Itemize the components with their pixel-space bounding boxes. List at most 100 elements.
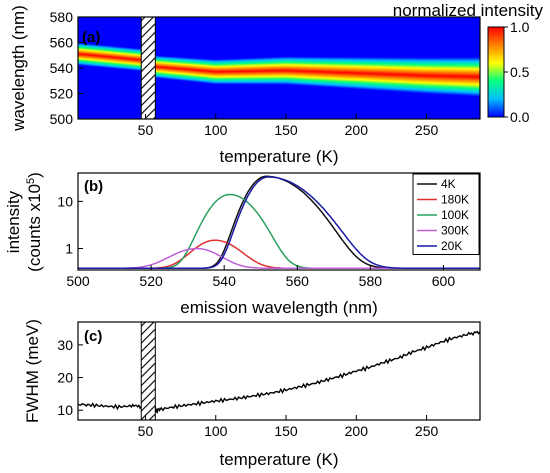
heatmap-column (361, 57, 366, 90)
heatmap-column (353, 57, 357, 90)
fwhm-x-tick-label: 50 (138, 423, 154, 439)
spectra-x-tick-label: 580 (359, 273, 383, 289)
legend-label-100K: 100K (441, 208, 469, 222)
heatmap-column (314, 56, 318, 87)
heatmap-column (125, 47, 130, 70)
heatmap-column (198, 58, 203, 83)
heatmap-panel: 50 100 150 200 250 500 520 540 560 580 (a) tempe… (9, 1, 543, 166)
heatmap-column (255, 57, 259, 85)
heatmap-column (373, 57, 377, 91)
fwhm-x-tick-label: 100 (204, 423, 228, 439)
heatmap-column (280, 56, 284, 85)
heatmap-column (173, 56, 177, 81)
heatmap-column (249, 57, 253, 85)
heatmap-column (375, 57, 380, 91)
heatmap-column (474, 57, 478, 97)
heatmap-column (184, 57, 189, 82)
heatmap-column (80, 43, 85, 66)
heatmap-column (454, 57, 459, 96)
heatmap-column (398, 57, 402, 92)
heatmap-column (162, 56, 166, 79)
heatmap-column (108, 45, 113, 69)
heatmap-x-tick-label: 50 (138, 122, 154, 138)
fwhm-frame (77, 321, 481, 421)
heatmap-column (182, 57, 186, 81)
heatmap-column (271, 57, 276, 85)
heatmap-column (246, 58, 251, 85)
spectra-x-tick-label: 560 (286, 273, 310, 289)
heatmap-column (122, 47, 127, 70)
heatmap-column (167, 56, 172, 80)
heatmap-column (137, 48, 141, 71)
heatmap-column (443, 57, 447, 95)
heatmap-column (190, 57, 194, 82)
excluded-temperature-hatch (140, 16, 156, 120)
heatmap-column (235, 58, 239, 85)
heatmap-column (215, 59, 220, 85)
heatmap-column (440, 57, 445, 95)
heatmap-column (89, 43, 93, 67)
heatmap-column (302, 56, 307, 86)
panel-c-label: (c) (84, 328, 102, 345)
heatmap-y-tick-label: 520 (50, 86, 74, 102)
heatmap-column (131, 47, 135, 71)
heatmap-column (274, 56, 279, 85)
heatmap-column (311, 56, 315, 87)
heatmap-column (319, 56, 324, 87)
heatmap-column (449, 57, 453, 96)
heatmap-column (210, 59, 214, 84)
spectra-x-axis-label: emission wavelength (nm) (180, 298, 377, 317)
heatmap-column (420, 57, 425, 94)
colorbar-tick-label: 0.5 (510, 64, 530, 80)
heatmap-column (477, 57, 480, 97)
heatmap-column (294, 56, 298, 86)
spectra-x-tick-label: 500 (66, 273, 90, 289)
heatmap-column (170, 56, 175, 80)
heatmap-column (159, 55, 163, 79)
heatmap-column (336, 56, 341, 88)
heatmap-column (387, 57, 391, 92)
spectra-x-tick-label: 520 (139, 273, 163, 289)
heatmap-column (212, 59, 217, 85)
heatmap-column (165, 56, 169, 80)
heatmap-column (196, 58, 200, 83)
fwhm-y-ticks: 10 20 30 (57, 337, 83, 418)
heatmap-column (232, 58, 237, 85)
heatmap-column (111, 46, 116, 69)
heatmap-column (204, 58, 208, 84)
heatmap-y-ticks: 500 520 540 560 580 (50, 9, 83, 127)
spectra-y-tick-label: 1 (65, 241, 73, 257)
heatmap-column (342, 56, 346, 89)
heatmap-y-tick-label: 580 (50, 9, 74, 25)
heatmap-column (238, 58, 242, 85)
heatmap-column (283, 56, 287, 85)
heatmap-column (176, 56, 180, 81)
heatmap-column (406, 57, 411, 93)
heatmap-column (305, 56, 310, 86)
heatmap-column (92, 44, 96, 67)
heatmap-column (229, 58, 234, 85)
heatmap-column (252, 57, 256, 85)
heatmap-column (83, 43, 88, 66)
heatmap-column (381, 57, 386, 91)
heatmap-column (435, 57, 439, 95)
heatmap-column (468, 57, 473, 97)
heatmap-x-axis-label: temperature (K) (219, 147, 338, 166)
heatmap-column (460, 57, 464, 96)
spectra-y-tick-label: 10 (57, 193, 73, 209)
heatmap-column (243, 58, 248, 85)
fwhm-x-tick-label: 150 (274, 423, 298, 439)
heatmap-column (134, 48, 138, 71)
heatmap-column (224, 58, 228, 85)
heatmap-column (395, 57, 400, 92)
colorbar (487, 26, 505, 118)
heatmap-column (297, 56, 301, 86)
heatmap-column (260, 57, 265, 85)
heatmap-column (331, 56, 335, 88)
spectra-y-axis-label: intensity (4, 190, 23, 253)
heatmap-column (100, 45, 104, 68)
heatmap-column (291, 56, 296, 86)
legend-label-180K: 180K (441, 193, 469, 207)
heatmap-column (350, 57, 355, 89)
